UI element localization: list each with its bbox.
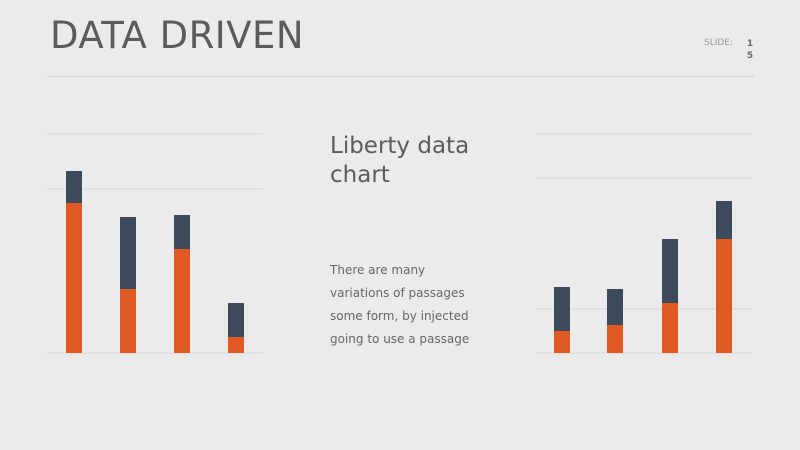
slide-number-digit-2: 5 xyxy=(746,51,754,61)
bar-segment-orange xyxy=(174,249,190,353)
bar-segment-navy xyxy=(662,239,678,303)
bar-segment-navy xyxy=(607,289,623,325)
left-bar-chart xyxy=(47,133,263,354)
bar-segment-orange xyxy=(554,331,570,353)
bar-segment-orange xyxy=(662,303,678,353)
bar-segment-navy xyxy=(716,201,732,239)
body-line: going to use a passage xyxy=(330,332,470,346)
header-divider xyxy=(47,76,754,77)
bar-segment-navy xyxy=(120,217,136,289)
bar-segment-orange xyxy=(120,289,136,353)
body-line: some form, by injected xyxy=(330,309,469,323)
bar-segment-navy xyxy=(554,287,570,331)
bar-segment-navy xyxy=(174,215,190,249)
body-text: There are many variations of passages so… xyxy=(330,259,520,351)
body-line: variations of passages xyxy=(330,286,465,300)
bar-segment-orange xyxy=(607,325,623,353)
bar-segment-orange xyxy=(66,203,82,353)
slide-number: 1 5 xyxy=(744,38,756,62)
bar-segment-navy xyxy=(66,171,82,203)
bar-segment-orange xyxy=(228,337,244,353)
bar-segment-navy xyxy=(228,303,244,337)
body-line: There are many xyxy=(330,263,426,277)
slide-title: DATA DRIVEN xyxy=(50,14,305,57)
slide-number-digit-1: 1 xyxy=(746,39,754,49)
bar-segment-orange xyxy=(716,239,732,353)
slide-label: SLIDE: xyxy=(704,38,734,48)
right-bar-chart xyxy=(536,133,752,354)
chart-subtitle: Liberty data chart xyxy=(330,133,470,188)
